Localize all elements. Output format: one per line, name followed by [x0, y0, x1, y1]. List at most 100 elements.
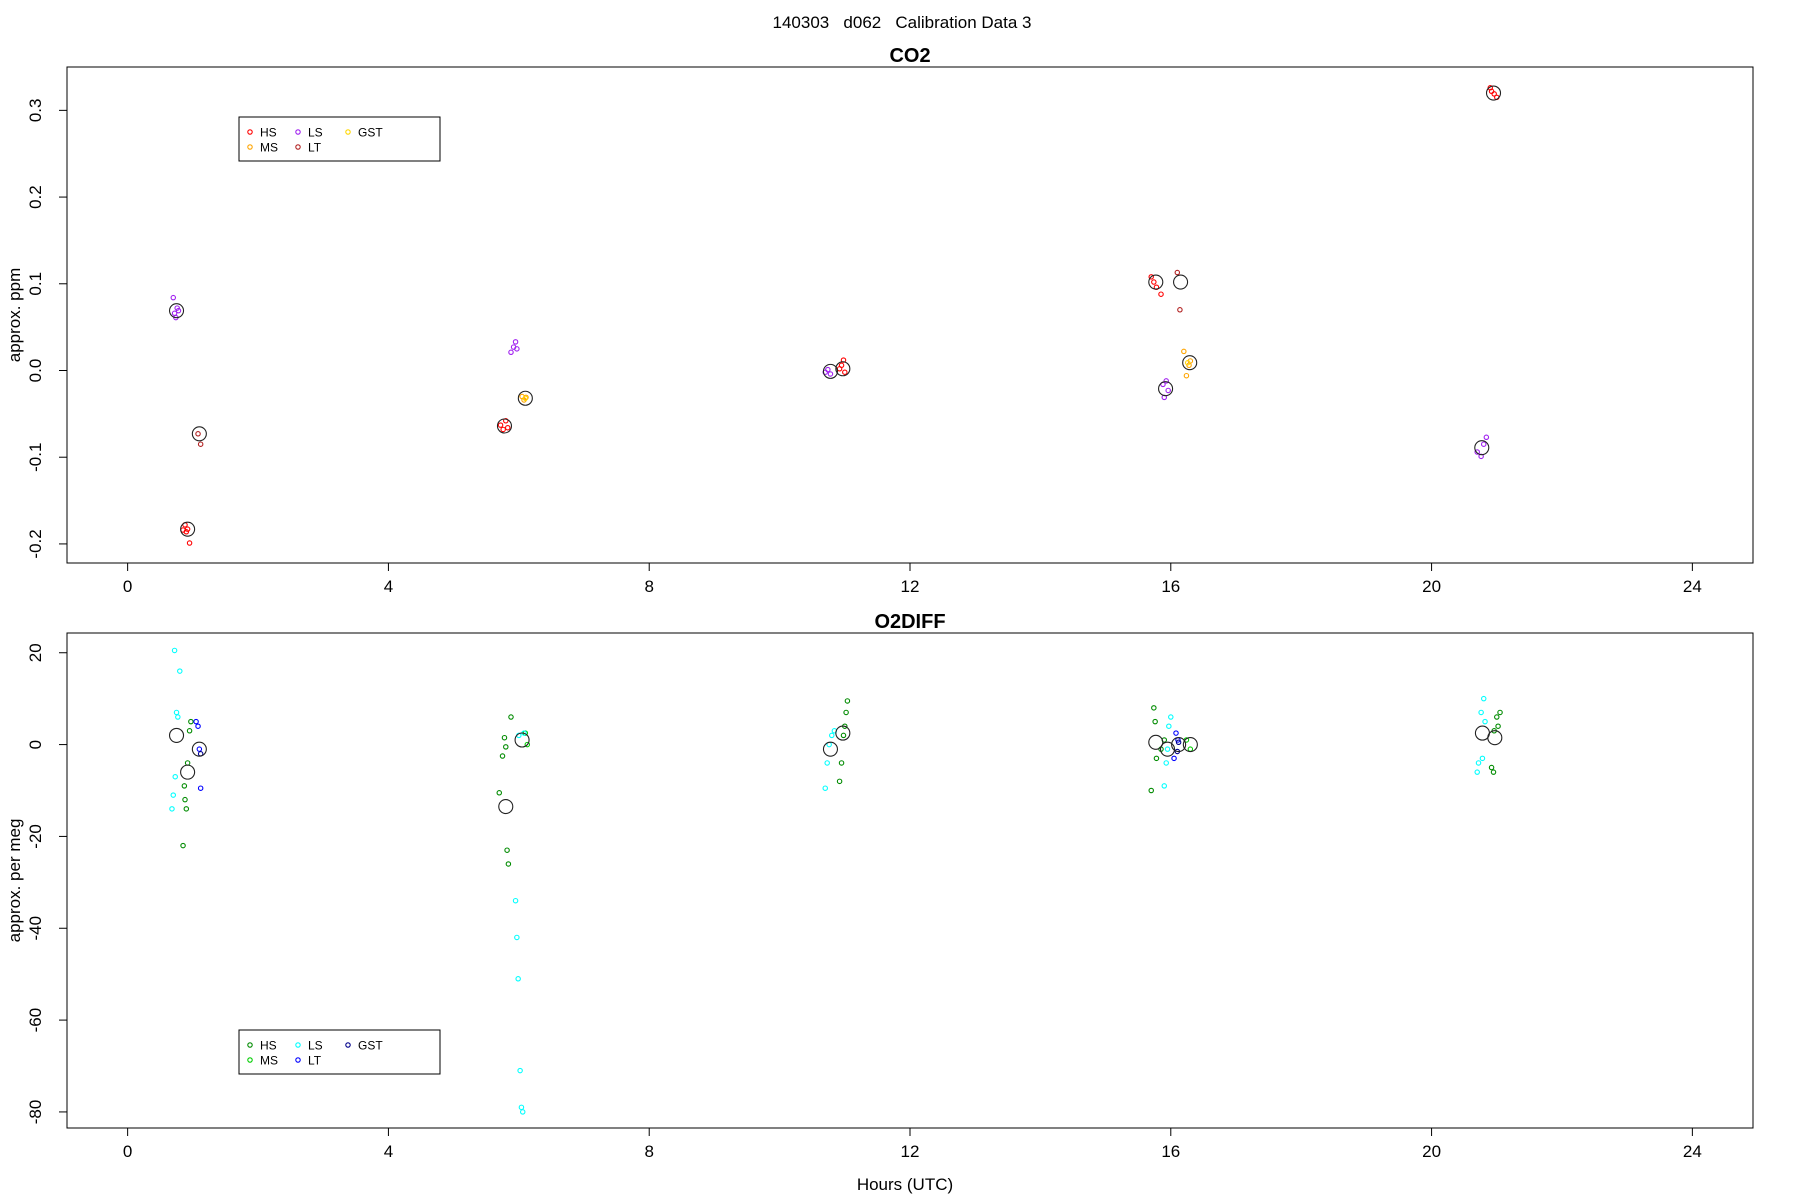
data-point [1166, 723, 1172, 729]
data-point [197, 785, 204, 791]
mean-marker [180, 521, 196, 537]
data-point [1148, 274, 1154, 280]
data-point [1497, 709, 1503, 716]
mean-marker [514, 732, 530, 748]
data-point [177, 668, 183, 674]
data-point [172, 773, 178, 780]
data-point [829, 732, 835, 739]
y-tick-label: -0.1 [26, 443, 45, 472]
data-point [175, 307, 182, 314]
data-point [519, 1109, 526, 1115]
legend-label: LS [308, 126, 323, 140]
x-tick-label: 0 [123, 577, 132, 596]
data-point [500, 426, 506, 433]
data-point [840, 732, 847, 739]
data-point [1494, 714, 1500, 720]
data-point [1181, 348, 1187, 355]
data-point [1171, 755, 1177, 762]
y-tick-label: 0.2 [26, 185, 45, 209]
y-axis-label: approx. ppm [5, 268, 24, 363]
data-point [1479, 755, 1486, 762]
mean-marker [498, 799, 514, 815]
data-point [1491, 91, 1497, 97]
x-tick-label: 8 [644, 1142, 653, 1161]
data-point [195, 431, 201, 437]
legend-label: LT [308, 1054, 322, 1068]
data-point [503, 744, 509, 750]
data-point [497, 422, 504, 428]
y-tick-label: -60 [26, 1008, 45, 1033]
data-point [1153, 755, 1160, 762]
data-point [843, 709, 849, 716]
data-point [171, 647, 178, 654]
data-point [1184, 359, 1191, 366]
panel-o2diff: O2DIFF 0 4 8 12 16 20 24 -80 -60 -40 -20 0 20 approx. … [5, 611, 1754, 1194]
data-point [1474, 449, 1480, 455]
legend-marker [247, 1057, 253, 1063]
data-point [183, 806, 190, 812]
x-tick-label: 8 [644, 577, 653, 596]
series-lt [195, 269, 1183, 447]
data-point [1478, 709, 1484, 716]
legend-label: HS [260, 1039, 277, 1053]
x-tick-label: 4 [384, 577, 393, 596]
data-point [836, 778, 843, 785]
mean-marker [1182, 355, 1198, 371]
data-point [170, 294, 177, 301]
data-point [1148, 787, 1154, 794]
x-tick-label: 24 [1683, 1142, 1702, 1161]
mean-marker [517, 390, 533, 406]
data-point [1474, 769, 1480, 775]
data-point [174, 305, 180, 311]
data-point [1163, 378, 1169, 384]
x-tick-label: 16 [1161, 1142, 1180, 1161]
mean-marker [1485, 85, 1502, 101]
data-point [501, 734, 508, 741]
data-point [1151, 279, 1157, 285]
data-point [514, 934, 520, 941]
data-point [512, 339, 519, 345]
x-tick-label: 20 [1422, 1142, 1441, 1161]
data-point [825, 366, 831, 373]
data-point [508, 349, 514, 356]
data-point [1482, 718, 1488, 725]
x-tick-label: 24 [1683, 577, 1702, 596]
data-point [1173, 730, 1179, 736]
data-point [1183, 372, 1190, 379]
data-point [827, 371, 834, 377]
data-point [193, 718, 199, 725]
data-point [1495, 723, 1501, 729]
data-point [1177, 307, 1183, 313]
legend-box [238, 1029, 441, 1075]
mean-marker [835, 361, 851, 377]
data-point [844, 698, 851, 704]
mean-marker [168, 303, 185, 319]
data-point [505, 861, 512, 867]
data-point [1158, 291, 1164, 297]
data-point [1151, 705, 1157, 711]
mean-marker [822, 363, 839, 379]
x-tick-label: 0 [123, 1142, 132, 1161]
data-point [517, 1067, 523, 1074]
series-lt [193, 718, 1181, 791]
data-point [169, 806, 175, 812]
x-axis-label: Hours (UTC) [857, 1175, 953, 1194]
panel-co2: CO2 0 4 8 12 16 20 24 -0.2 -0.1 0.0 0.1 0.2 0.3 approx… [5, 45, 1754, 596]
legend-marker [295, 144, 301, 150]
mean-marker [1474, 440, 1490, 456]
x-tick-label: 12 [901, 577, 920, 596]
mean-marker [1159, 741, 1176, 757]
data-point [1483, 434, 1490, 441]
mean-marker [191, 426, 207, 442]
mean-marker [1182, 737, 1198, 753]
data-point [175, 714, 181, 720]
legend-marker [295, 1042, 301, 1048]
y-tick-label: 0.1 [26, 272, 45, 296]
data-point [1480, 441, 1487, 447]
legend-label: HS [260, 126, 277, 140]
series-hs [180, 85, 1500, 546]
mean-marker [1148, 734, 1164, 750]
